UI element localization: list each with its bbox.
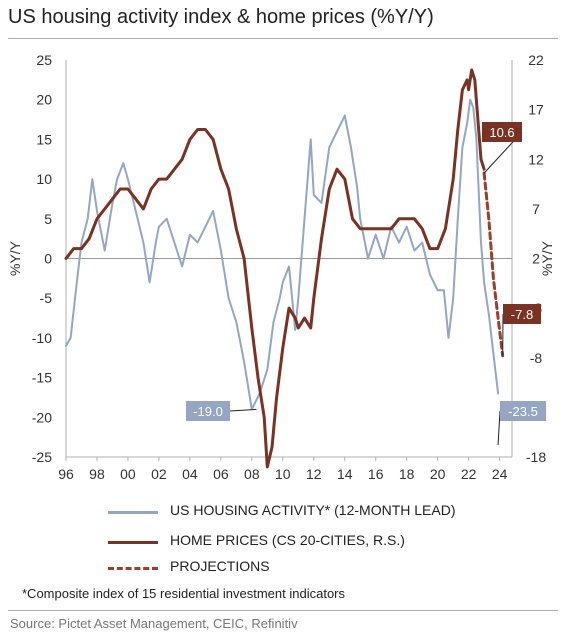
legend-swatch-prices	[108, 541, 158, 544]
x-tick-label: 24	[492, 466, 508, 482]
series-line-housing-activity	[65, 98, 500, 411]
left-axis-title: %Y/Y	[7, 240, 23, 276]
right-tick-label: 7	[532, 201, 540, 217]
legend-label-prices: HOME PRICES (CS 20-CITIES, R.S.)	[170, 532, 405, 548]
series-layer	[64, 68, 505, 469]
callout-label: -19.0	[193, 404, 223, 419]
right-tick-label: -8	[530, 350, 543, 366]
left-tick-label: 15	[36, 131, 52, 147]
chart-title: US housing activity index & home prices …	[8, 6, 434, 28]
callout-box	[482, 122, 522, 142]
x-tick-label: 98	[89, 466, 105, 482]
left-tick-label: -25	[32, 449, 52, 465]
left-tick-label: 0	[44, 251, 52, 267]
x-tick-label: 20	[430, 466, 446, 482]
right-tick-label: 22	[528, 52, 544, 68]
x-axis: 96 98 00 02 04 06 08 10 12 14 16 18 20 22 24	[58, 258, 512, 482]
x-tick-label: 06	[213, 466, 229, 482]
left-tick-label: -5	[40, 290, 53, 306]
series-line-projections	[482, 171, 505, 358]
right-tick-label: 2	[532, 251, 540, 267]
left-tick-label: 10	[36, 171, 52, 187]
x-tick-label: 22	[461, 466, 477, 482]
left-tick-label: 5	[44, 211, 52, 227]
source-divider	[8, 610, 558, 611]
left-tick-label: -20	[32, 409, 52, 425]
series-line-home-prices	[64, 68, 486, 469]
title-divider	[8, 38, 558, 39]
source-note: Source: Pictet Asset Management, CEIC, R…	[10, 616, 298, 631]
callout-box	[500, 401, 546, 421]
x-tick-label: 14	[337, 466, 353, 482]
callout-box	[503, 304, 541, 324]
x-tick-label: 96	[58, 466, 74, 482]
x-tick-label: 18	[399, 466, 415, 482]
callout-box	[186, 401, 230, 421]
x-tick-label: 04	[182, 466, 198, 482]
callout-label: 10.6	[489, 125, 514, 140]
x-tick-label: 16	[368, 466, 384, 482]
callout-leader	[497, 410, 501, 446]
right-tick-label: -18	[526, 449, 546, 465]
left-tick-label: -10	[32, 330, 52, 346]
x-tick-label: 10	[275, 466, 291, 482]
callout-leader	[229, 408, 257, 412]
x-tick-label: 02	[151, 466, 167, 482]
callout-label: -23.5	[508, 404, 538, 419]
left-tick-label: -15	[32, 370, 52, 386]
legend-label-housing: US HOUSING ACTIVITY* (12-MONTH LEAD)	[170, 502, 456, 518]
left-tick-label: 20	[36, 92, 52, 108]
callout-layer: -19.0 10.6 -7.8 -23.5	[186, 122, 546, 446]
right-tick-label: 12	[528, 151, 544, 167]
legend-swatch-projections	[108, 567, 158, 570]
left-axis: 25 20 15 10 5 0 -5 -10 -15 -20 -25 %Y/Y	[7, 52, 67, 465]
footnote: *Composite index of 15 residential inves…	[22, 586, 346, 601]
right-tick-label: 17	[528, 102, 544, 118]
x-tick-label: 00	[120, 466, 136, 482]
legend-label-projections: PROJECTIONS	[170, 558, 270, 574]
x-tick-label: 08	[244, 466, 260, 482]
right-axis-title: %Y/Y	[539, 240, 555, 276]
legend-swatch-housing	[108, 511, 158, 514]
x-tick-label: 12	[306, 466, 322, 482]
left-tick-label: 25	[36, 52, 52, 68]
callout-label: -7.8	[511, 307, 533, 322]
